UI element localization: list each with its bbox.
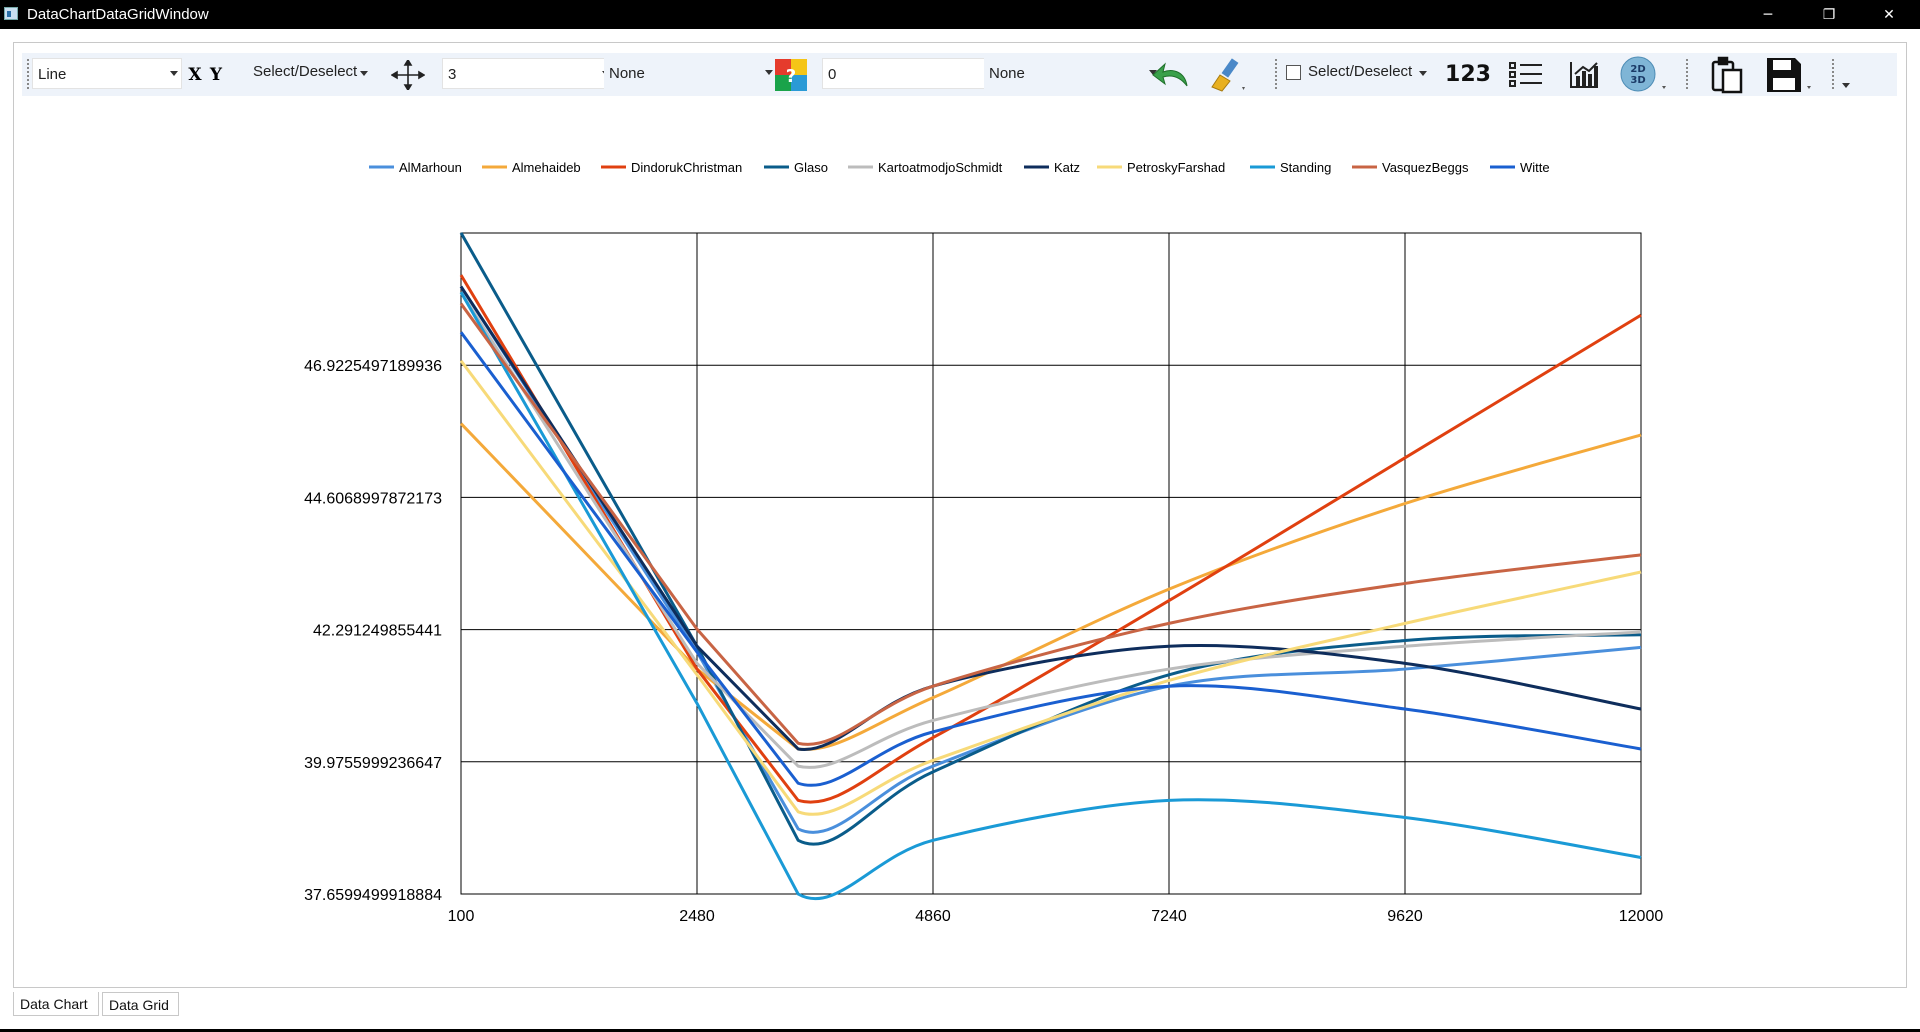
fill-value: None bbox=[989, 65, 1025, 82]
palette-question-mark: ? bbox=[786, 66, 796, 87]
line-width-combo[interactable]: 3 bbox=[442, 58, 614, 89]
list-icon[interactable] bbox=[1506, 57, 1546, 92]
clipboard-icon[interactable] bbox=[1707, 56, 1747, 93]
chevron-down-icon[interactable] bbox=[1419, 71, 1427, 76]
window-title: DataChartDataGridWindow bbox=[27, 6, 209, 23]
window-bottom-border bbox=[0, 1029, 1920, 1032]
save-icon[interactable] bbox=[1764, 57, 1816, 92]
chart-icon[interactable] bbox=[1564, 57, 1604, 92]
x-axis-icon[interactable]: X bbox=[188, 64, 202, 85]
minimize-button[interactable]: ─ bbox=[1763, 6, 1773, 23]
chevron-down-icon bbox=[1149, 70, 1157, 75]
select-deselect-dropdown-1[interactable]: Select/Deselect bbox=[253, 63, 358, 80]
toolbar-separator bbox=[1686, 59, 1691, 89]
tab-data-grid[interactable]: Data Grid bbox=[102, 992, 179, 1016]
toolbar-grip[interactable] bbox=[27, 59, 32, 89]
restore-button[interactable]: ❐ bbox=[1822, 6, 1836, 23]
paint-brush-icon[interactable] bbox=[1206, 57, 1250, 92]
chart-type-value: Line bbox=[38, 66, 67, 83]
chevron-down-icon[interactable] bbox=[1842, 83, 1850, 88]
close-button[interactable]: ✕ bbox=[1883, 6, 1895, 23]
toolbar-overflow-grip[interactable] bbox=[1832, 59, 1837, 89]
select-deselect-dropdown-2[interactable]: Select/Deselect bbox=[1308, 63, 1413, 80]
svg-text:3D: 3D bbox=[1630, 75, 1645, 86]
title-bar: DataChartDataGridWindow ─ ❐ ✕ bbox=[0, 0, 1920, 29]
svg-text:2D: 2D bbox=[1630, 64, 1645, 75]
2d-3d-icon[interactable]: 2D 3D bbox=[1620, 56, 1668, 92]
thickness-combo[interactable]: 0 bbox=[822, 58, 998, 89]
app-icon bbox=[4, 7, 18, 20]
tab-data-chart[interactable]: Data Chart bbox=[13, 992, 99, 1016]
toolbar: Line X Y Select/Deselect 3 None ? 0 None bbox=[22, 53, 1897, 96]
y-axis-icon[interactable]: Y bbox=[209, 64, 223, 85]
content-frame bbox=[13, 42, 1907, 988]
move-arrows-icon[interactable] bbox=[390, 57, 426, 92]
marker-combo[interactable]: None bbox=[604, 58, 776, 89]
marker-value: None bbox=[609, 65, 645, 82]
select-deselect-checkbox[interactable] bbox=[1286, 65, 1301, 80]
chart-type-combo[interactable]: Line bbox=[32, 58, 182, 89]
thickness-value: 0 bbox=[828, 66, 837, 83]
chevron-down-icon bbox=[765, 70, 773, 75]
line-width-value: 3 bbox=[448, 66, 457, 83]
undo-arrow-icon[interactable] bbox=[1150, 57, 1192, 92]
chevron-down-icon bbox=[170, 71, 178, 76]
palette-icon[interactable]: ? bbox=[774, 57, 808, 92]
fill-combo[interactable]: None bbox=[984, 58, 1160, 89]
toolbar-separator bbox=[1275, 59, 1280, 89]
numbers-icon[interactable]: 123 bbox=[1445, 62, 1491, 87]
chevron-down-icon[interactable] bbox=[360, 71, 368, 76]
